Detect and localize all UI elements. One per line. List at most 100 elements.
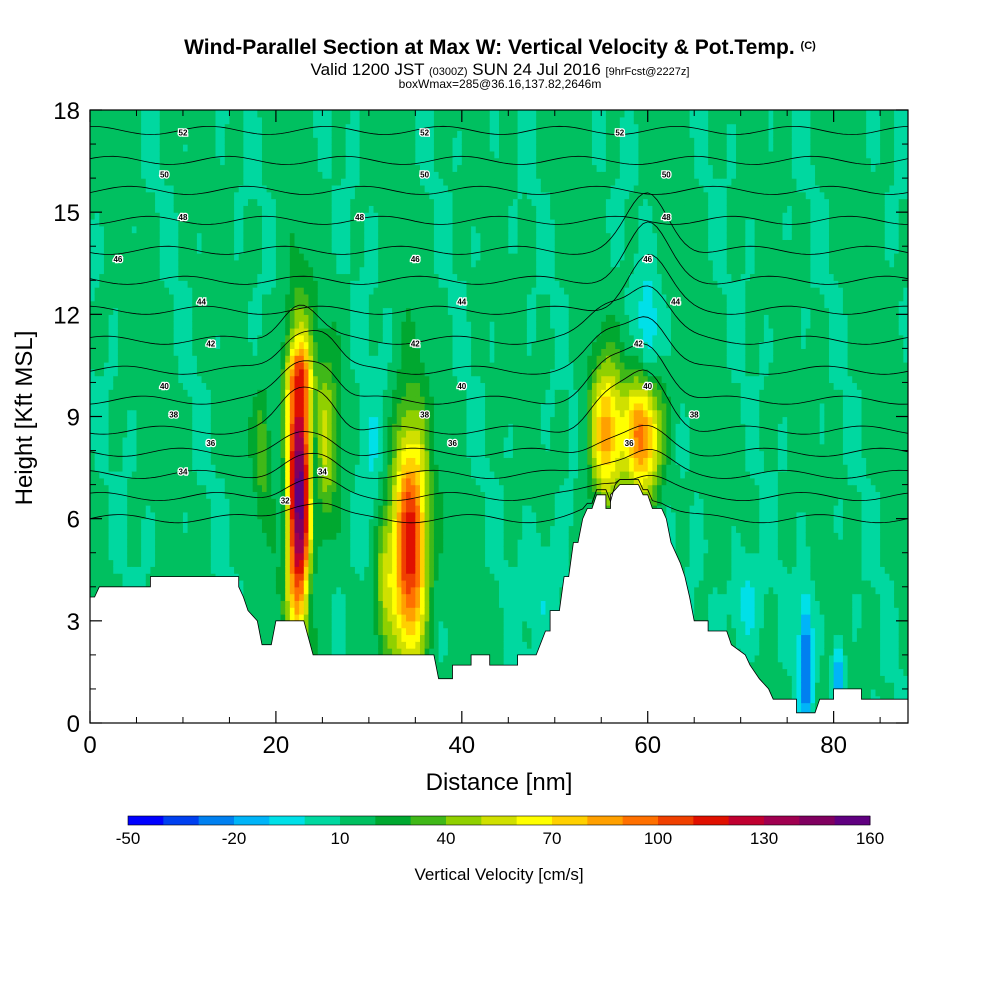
velocity-cell: [234, 396, 240, 404]
velocity-cell: [327, 232, 333, 241]
velocity-cell: [303, 110, 310, 118]
velocity-cell: [136, 130, 142, 138]
velocity-cell: [117, 178, 124, 186]
velocity-cell: [182, 409, 189, 418]
velocity-cell: [299, 505, 305, 513]
velocity-cell: [261, 362, 268, 370]
velocity-cell: [224, 287, 231, 295]
velocity-cell: [317, 157, 323, 166]
velocity-cell: [210, 355, 217, 363]
velocity-cell: [303, 273, 310, 281]
velocity-cell: [117, 573, 124, 581]
velocity-cell: [192, 218, 198, 227]
velocity-cell: [99, 559, 105, 567]
velocity-cell: [122, 511, 128, 520]
velocity-cell: [201, 436, 207, 445]
velocity-cell: [178, 150, 184, 159]
velocity-cell: [331, 586, 337, 595]
velocity-cell: [136, 341, 142, 349]
velocity-cell: [131, 178, 138, 186]
velocity-cell: [261, 491, 268, 499]
velocity-cell: [275, 368, 282, 377]
velocity-cell: [103, 498, 110, 506]
velocity-cell: [336, 280, 342, 288]
velocity-cell: [271, 178, 277, 186]
velocity-cell: [340, 409, 347, 418]
velocity-cell: [136, 396, 142, 404]
velocity-cell: [289, 614, 296, 622]
velocity-cell: [280, 307, 286, 315]
velocity-cell: [275, 300, 282, 309]
velocity-cell: [136, 327, 142, 336]
velocity-cell: [215, 232, 221, 241]
velocity-cell: [308, 382, 314, 390]
velocity-cell: [340, 532, 347, 540]
velocity-cell: [331, 198, 337, 206]
velocity-cell: [117, 443, 124, 452]
velocity-cell: [210, 150, 217, 159]
velocity-cell: [131, 430, 138, 438]
velocity-cell: [192, 334, 198, 343]
velocity-cell: [266, 321, 272, 329]
velocity-cell: [164, 191, 170, 200]
velocity-cell: [303, 511, 310, 520]
velocity-cell: [345, 525, 351, 533]
velocity-cell: [164, 273, 170, 281]
velocity-cell: [108, 443, 114, 452]
velocity-cell: [275, 600, 282, 608]
velocity-cell: [201, 239, 207, 247]
velocity-cell: [257, 396, 263, 404]
velocity-cell: [252, 327, 258, 336]
velocity-cell: [145, 470, 152, 479]
velocity-cell: [159, 307, 165, 315]
velocity-cell: [340, 423, 347, 431]
velocity-cell: [187, 498, 193, 506]
velocity-cell: [196, 525, 203, 533]
velocity-cell: [285, 607, 291, 615]
velocity-cell: [308, 586, 314, 595]
velocity-cell: [224, 566, 231, 574]
velocity-cell: [303, 559, 310, 567]
velocity-cell: [317, 484, 323, 493]
velocity-cell: [206, 402, 212, 411]
velocity-cell: [303, 116, 310, 125]
velocity-cell: [285, 171, 291, 179]
velocity-cell: [243, 573, 249, 581]
velocity-cell: [285, 130, 291, 138]
velocity-cell: [234, 402, 240, 411]
velocity-cell: [248, 300, 254, 309]
velocity-cell: [103, 348, 110, 356]
velocity-cell: [257, 627, 263, 636]
velocity-cell: [215, 484, 221, 493]
velocity-cell: [308, 566, 314, 574]
velocity-cell: [182, 484, 189, 493]
velocity-cell: [178, 307, 184, 315]
velocity-cell: [108, 123, 114, 132]
velocity-cell: [141, 116, 147, 125]
velocity-cell: [280, 246, 286, 254]
velocity-cell: [317, 171, 323, 179]
velocity-cell: [164, 450, 170, 458]
velocity-cell: [201, 443, 207, 452]
velocity-cell: [159, 450, 165, 458]
velocity-cell: [317, 280, 323, 288]
velocity-cell: [113, 334, 119, 343]
velocity-cell: [248, 307, 254, 315]
velocity-cell: [238, 355, 244, 363]
velocity-cell: [99, 505, 105, 513]
velocity-cell: [201, 259, 207, 268]
velocity-cell: [159, 239, 165, 247]
velocity-cell: [210, 239, 217, 247]
velocity-cell: [196, 423, 203, 431]
velocity-cell: [159, 273, 165, 281]
velocity-cell: [313, 586, 319, 595]
velocity-cell: [117, 355, 124, 363]
velocity-cell: [280, 518, 286, 527]
velocity-cell: [299, 287, 305, 295]
velocity-cell: [257, 559, 263, 567]
velocity-cell: [327, 586, 333, 595]
velocity-cell: [220, 566, 226, 574]
velocity-cell: [192, 259, 198, 268]
velocity-cell: [173, 116, 179, 125]
velocity-cell: [127, 464, 133, 472]
